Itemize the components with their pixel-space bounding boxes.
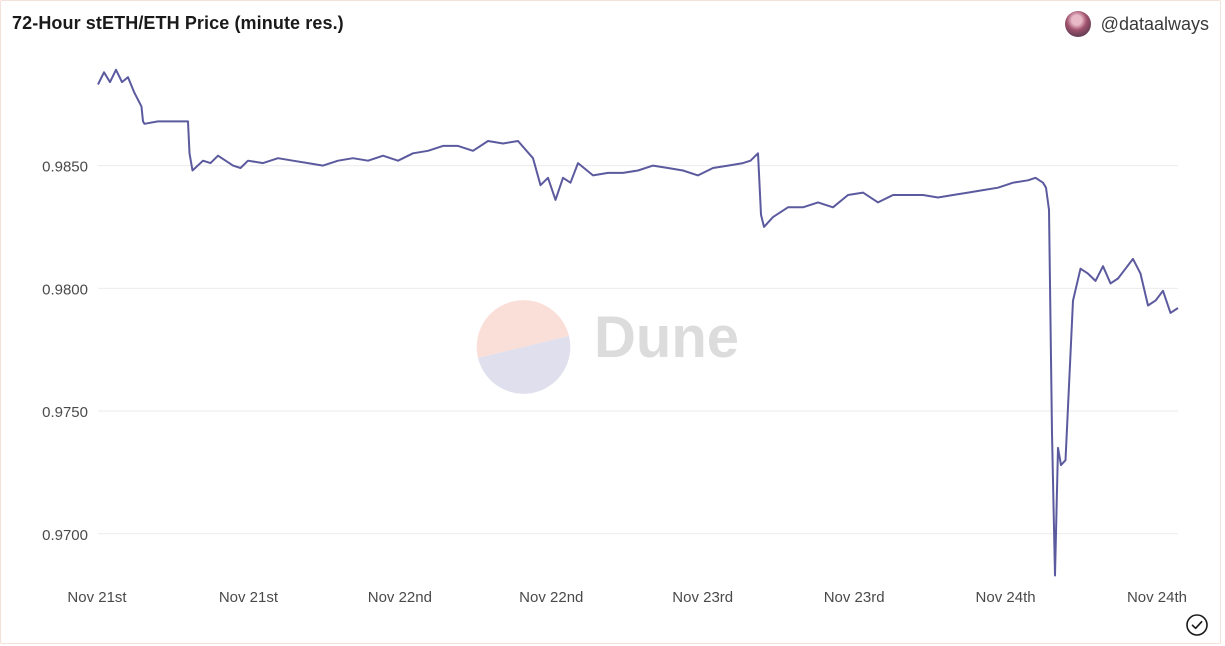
- x-tick-label: Nov 21st: [67, 589, 127, 606]
- x-tick-label: Nov 23rd: [824, 589, 885, 606]
- x-axis: Nov 21st Nov 21st Nov 22nd Nov 22nd Nov 23rd…: [67, 589, 1187, 606]
- check-circle-icon[interactable]: [1186, 614, 1208, 636]
- series-layer: [97, 68, 1179, 577]
- x-tick-label: Nov 22nd: [519, 589, 583, 606]
- watermark-logo-top: [476, 300, 569, 358]
- x-tick-label: Nov 23rd: [672, 589, 733, 606]
- y-tick-label: 0.9700: [42, 527, 88, 544]
- series-line: [97, 68, 1179, 577]
- y-axis: 0.9700 0.9750 0.9800 0.9850: [42, 159, 88, 544]
- author-badge[interactable]: @dataalways: [1064, 10, 1209, 38]
- x-tick-label: Nov 21st: [219, 589, 279, 606]
- grid-lines: [98, 165, 1178, 535]
- watermark-text: Dune: [594, 305, 739, 370]
- y-tick-label: 0.9850: [42, 159, 88, 176]
- avatar[interactable]: [1064, 11, 1091, 37]
- x-tick-label: Nov 24th: [976, 589, 1036, 606]
- chart-title: 72-Hour stETH/ETH Price (minute res.): [12, 13, 344, 33]
- watermark: Dune: [476, 300, 739, 394]
- watermark-logo-bottom: [478, 336, 571, 394]
- x-tick-label: Nov 24th: [1127, 589, 1187, 606]
- y-tick-label: 0.9750: [42, 404, 88, 421]
- x-tick-label: Nov 22nd: [368, 589, 432, 606]
- y-tick-label: 0.9800: [42, 281, 88, 298]
- author-handle[interactable]: @dataalways: [1100, 13, 1209, 34]
